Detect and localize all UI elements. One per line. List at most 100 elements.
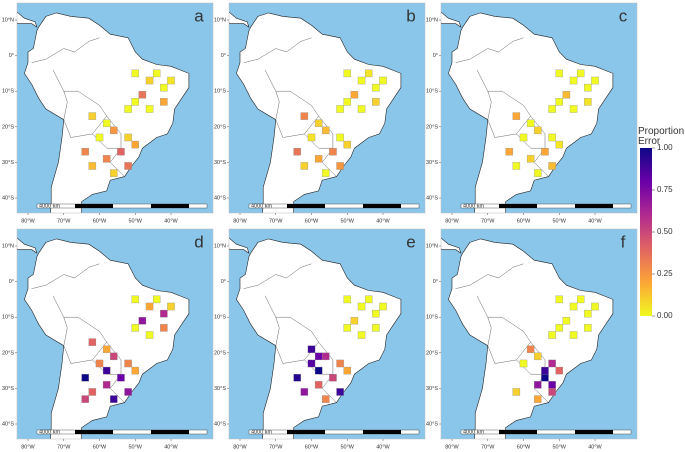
grid-cell	[512, 388, 521, 396]
lon-label: 60°W	[93, 444, 107, 450]
grid-cell	[314, 119, 323, 127]
grid-cell	[88, 338, 97, 346]
grid-cell	[534, 169, 542, 177]
grid-cell	[534, 381, 542, 389]
grid-cell	[145, 105, 154, 113]
grid-cell	[357, 105, 366, 113]
map-panel: f 10°N 0° 10°S 20°S 30°S 40°S 80°W 70°W 60°W 50°W 4…	[426, 228, 638, 450]
grid-cell	[81, 148, 89, 156]
land	[448, 238, 614, 439]
scale-bar	[460, 203, 632, 209]
scale-seg	[499, 430, 537, 434]
land-group	[441, 11, 614, 213]
grid-cell	[569, 105, 578, 113]
lon-label: 60°W	[517, 218, 531, 224]
lat-label: 10°S	[426, 89, 438, 95]
land	[236, 12, 402, 213]
grid-cell	[145, 331, 154, 339]
grid-cell	[300, 112, 309, 120]
lat-label: 30°S	[214, 386, 226, 392]
panel-label: b	[406, 6, 415, 25]
panel-label: d	[194, 232, 203, 251]
lat-label: 30°S	[2, 386, 14, 392]
grid-cell	[307, 359, 316, 368]
grid-cell	[300, 162, 309, 170]
scale-seg	[75, 430, 113, 434]
border	[487, 341, 531, 364]
grid-cell	[379, 76, 387, 85]
border	[31, 263, 100, 289]
grid-cell	[343, 366, 351, 375]
grid-cell	[357, 76, 366, 85]
lat-label: 0°	[433, 279, 438, 285]
lon-label: 70°W	[269, 218, 283, 224]
lat-label: 10°N	[426, 17, 438, 23]
frame	[228, 2, 426, 214]
grid-cell	[102, 155, 111, 163]
grid-cell	[584, 324, 592, 332]
land-group	[229, 11, 402, 213]
grid-cell	[102, 119, 111, 127]
grid-cell	[88, 388, 97, 396]
grid-cell	[526, 345, 535, 353]
lon-label: 40°W	[588, 444, 602, 450]
lon-label: 70°W	[57, 444, 71, 450]
grid-cell	[300, 388, 309, 396]
frame	[440, 228, 638, 440]
grid-cell	[314, 381, 323, 389]
scale-seg	[575, 204, 613, 208]
grid-cell	[322, 395, 330, 403]
frame	[228, 228, 426, 440]
lon-label: 80°W	[233, 444, 247, 450]
grid-cell	[548, 388, 556, 396]
grid-cell	[160, 309, 168, 318]
grid-cell	[336, 388, 344, 396]
grid-cell	[131, 98, 139, 106]
grid-cell	[131, 366, 139, 375]
grid-cell	[160, 98, 168, 106]
grid-cell	[379, 302, 387, 311]
grid-cell	[584, 98, 592, 106]
land-group	[229, 237, 402, 439]
scale-label: 4000 km	[251, 429, 273, 435]
grid-cell	[505, 148, 513, 156]
grid-cell	[95, 133, 104, 142]
grid-cell	[95, 359, 104, 368]
grid-cell	[591, 76, 599, 85]
legend-tick-label: 0.75	[657, 185, 673, 194]
grid-cell	[329, 374, 337, 382]
panel-label: a	[194, 6, 204, 25]
scale-seg	[499, 204, 537, 208]
lat-label: 10°N	[426, 243, 438, 249]
lon-label: 80°W	[21, 444, 35, 450]
grid-cell	[584, 83, 592, 92]
lat-label: 10°S	[214, 315, 226, 321]
lon-label: 70°W	[481, 444, 495, 450]
lon-label: 60°W	[517, 444, 531, 450]
grid-cell	[541, 374, 549, 382]
grid-cell	[131, 140, 139, 149]
land	[17, 237, 38, 254]
lon-label: 40°W	[164, 218, 178, 224]
grid-cell	[314, 155, 323, 163]
grid-cell	[160, 324, 168, 332]
map-panel: a 10°N 0° 10°S 20°S 30°S 40°S 80°W 70°W 60°W 50°W 4…	[2, 2, 214, 224]
grid-cell	[555, 69, 563, 78]
grid-cell	[541, 148, 549, 156]
grid-cell	[145, 76, 154, 85]
grid-cell	[541, 366, 549, 375]
lat-label: 20°S	[214, 124, 226, 130]
lat-label: 40°S	[214, 421, 226, 427]
panel-label: e	[406, 232, 415, 251]
grid-cell	[145, 302, 154, 311]
legend-tick-label: 1.00	[657, 143, 673, 152]
land	[441, 237, 462, 254]
frame	[440, 2, 638, 214]
lat-label: 10°N	[2, 17, 14, 23]
grid-cell	[124, 105, 132, 113]
border	[243, 37, 312, 63]
lon-label: 60°W	[305, 218, 319, 224]
lat-label: 10°N	[2, 243, 14, 249]
land	[236, 238, 402, 439]
grid-cell	[534, 395, 542, 403]
